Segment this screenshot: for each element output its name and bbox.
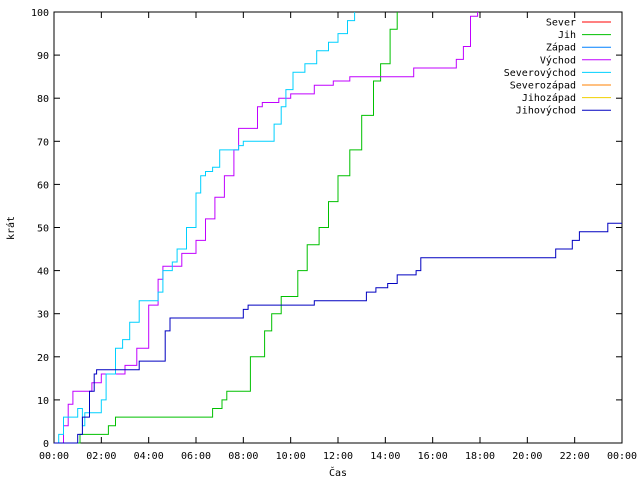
legend-label: Jihovýchod (516, 105, 576, 117)
x-tick-label: 12:00 (323, 451, 353, 462)
y-tick-label: 0 (43, 439, 49, 450)
y-tick-label: 90 (37, 51, 49, 62)
series-line-severovychod (54, 12, 356, 444)
y-tick-label: 100 (31, 8, 49, 19)
y-tick-label: 10 (37, 396, 49, 407)
x-axis-label: Čas (329, 466, 347, 479)
series-line-vychod (54, 12, 479, 444)
x-tick-label: 20:00 (512, 451, 542, 462)
x-tick-label: 14:00 (370, 451, 400, 462)
y-tick-label: 40 (37, 267, 49, 278)
legend-label: Severovýchod (504, 67, 576, 79)
legend-label: Východ (540, 54, 576, 66)
y-axis-label: krát (5, 216, 17, 240)
y-tick-label: 30 (37, 310, 49, 321)
y-tick-label: 70 (37, 137, 49, 148)
y-tick-label: 20 (37, 353, 49, 364)
y-axis: 0 10 20 30 40 50 60 70 80 90 100 (31, 8, 622, 450)
x-tick-label: 02:00 (86, 451, 116, 462)
legend-label: Jihozápad (522, 92, 576, 104)
legend: SeverJihZápadVýchodSeverovýchodSeverozáp… (504, 18, 611, 117)
x-tick-label: 04:00 (134, 451, 164, 462)
y-tick-label: 50 (37, 224, 49, 235)
y-tick-label: 60 (37, 180, 49, 191)
y-tick-label: 80 (37, 94, 49, 105)
x-tick-label: 10:00 (276, 451, 306, 462)
legend-label: Severozápad (510, 80, 576, 92)
series-line-jihovychod (54, 222, 622, 444)
x-axis: 00:00 02:00 04:00 06:00 08:00 10:00 12:00 14:00… (39, 12, 637, 462)
x-tick-label: 18:00 (465, 451, 495, 462)
x-tick-label: 00:00 (607, 451, 637, 462)
legend-label: Sever (546, 18, 576, 29)
x-tick-label: 08:00 (228, 451, 258, 462)
x-tick-label: 16:00 (418, 451, 448, 462)
x-tick-label: 22:00 (560, 451, 590, 462)
legend-label: Jih (558, 30, 576, 41)
series-lines (54, 12, 622, 444)
x-tick-label: 00:00 (39, 451, 69, 462)
legend-label: Západ (546, 42, 576, 54)
series-line-jih (54, 12, 398, 444)
x-tick-label: 06:00 (181, 451, 211, 462)
